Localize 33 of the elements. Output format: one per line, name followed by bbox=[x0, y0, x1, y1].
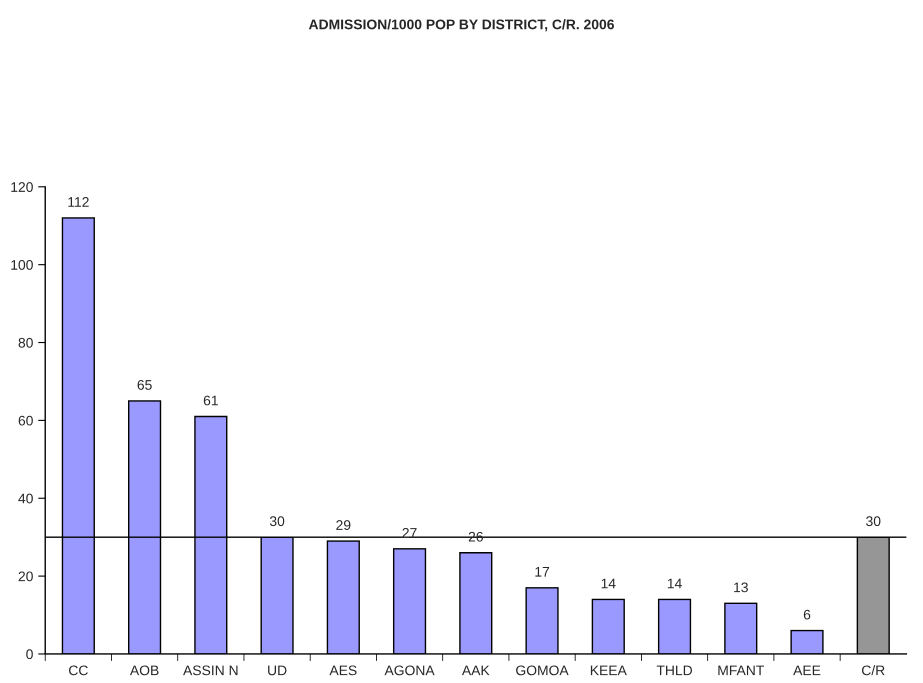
x-tick-label: CC bbox=[69, 665, 88, 676]
x-tick-label: GOMOA bbox=[516, 665, 569, 676]
x-tick-label: AES bbox=[329, 665, 357, 676]
x-tick-label: AEE bbox=[793, 666, 820, 676]
x-tick-label: AGONA bbox=[384, 665, 435, 676]
y-tick-label: 80 bbox=[18, 338, 33, 348]
data-label: 29 bbox=[336, 520, 350, 530]
y-tick-label: 60 bbox=[18, 416, 33, 426]
y-tick-label: 120 bbox=[11, 182, 33, 192]
y-tick-label: 0 bbox=[26, 649, 33, 660]
x-tick-label: C/R bbox=[862, 665, 885, 676]
data-label: 65 bbox=[138, 380, 152, 390]
data-label: 14 bbox=[668, 578, 682, 588]
chart-title: ADMISSION/1000 POP BY DISTRICT, C/R. 2006 bbox=[308, 19, 614, 32]
x-tick-label: MFANT bbox=[718, 666, 764, 676]
x-tick-label: THLD bbox=[656, 666, 692, 676]
y-tick-label: 20 bbox=[18, 571, 33, 582]
data-label: 14 bbox=[602, 578, 616, 588]
data-label: 13 bbox=[734, 582, 748, 592]
data-label: 27 bbox=[402, 528, 417, 538]
x-tick-label: UD bbox=[268, 666, 286, 676]
data-label: 112 bbox=[68, 197, 89, 207]
x-tick-label: ASSIN N bbox=[183, 665, 238, 676]
x-tick-label: AOB bbox=[130, 665, 159, 676]
data-label: 6 bbox=[804, 610, 810, 620]
data-label: 30 bbox=[270, 516, 284, 526]
x-tick-label: AAK bbox=[462, 666, 490, 676]
data-label: 30 bbox=[866, 516, 880, 526]
y-tick-label: 40 bbox=[18, 494, 33, 504]
x-tick-label: KEEA bbox=[590, 666, 627, 676]
data-label: 61 bbox=[204, 396, 218, 406]
y-tick-label: 100 bbox=[11, 260, 33, 270]
data-label: 17 bbox=[535, 567, 550, 577]
